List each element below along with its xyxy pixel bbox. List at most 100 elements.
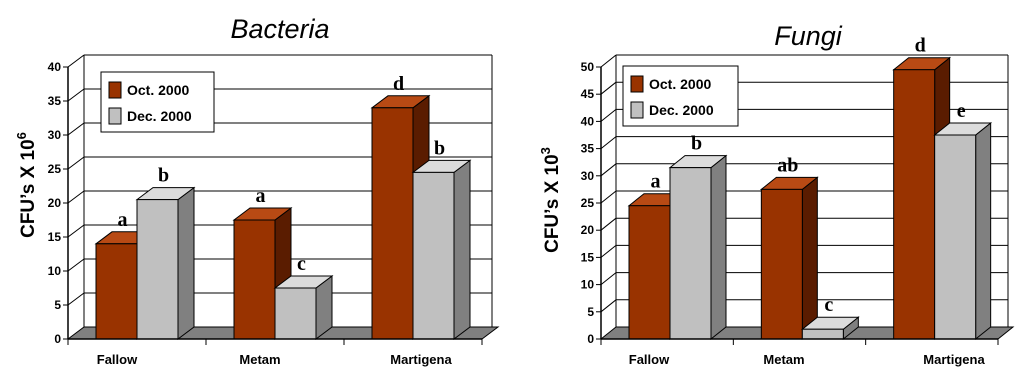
bar-martigena-dec <box>411 159 472 340</box>
bar-front <box>233 219 276 340</box>
y-axis-label-exponent: 3 <box>538 147 553 154</box>
significance-label: e <box>957 100 966 122</box>
y-tick-label: 40 <box>48 60 62 74</box>
legend-label: Dec. 2000 <box>649 102 714 118</box>
bar-front <box>371 107 414 340</box>
y-axis-label: CFU’s X 103 <box>538 147 563 253</box>
y-tick-label: 30 <box>48 128 62 142</box>
significance-label: c <box>297 253 306 275</box>
significance-label: d <box>915 35 926 57</box>
legend: Oct. 2000 Dec. 2000 <box>100 71 215 133</box>
gridline-side <box>600 245 617 258</box>
y-tick-label: 10 <box>48 264 62 278</box>
significance-label: b <box>691 133 702 155</box>
significance-label: b <box>158 165 169 187</box>
bar-front <box>893 69 936 340</box>
x-category-label: Metam <box>763 352 804 367</box>
x-category-label: Martigena <box>923 352 985 367</box>
legend-label: Dec. 2000 <box>127 108 192 124</box>
y-tick-label: 5 <box>587 305 594 319</box>
gridline-side <box>600 136 617 149</box>
y-axis-label-text: CFU’s X 10 <box>542 154 563 253</box>
bar-front <box>136 199 179 340</box>
y-tick-label: 30 <box>581 169 595 183</box>
significance-label: a <box>118 209 128 231</box>
gridline-side <box>67 156 85 170</box>
bar-side <box>710 154 727 341</box>
significance-label: b <box>434 137 445 159</box>
significance-label: a <box>651 171 661 193</box>
bar-front <box>669 167 712 340</box>
legend-swatch <box>630 101 644 119</box>
bar-fallow-dec <box>668 154 728 341</box>
gridline-side <box>67 190 85 204</box>
bar-metam-oct <box>232 207 293 340</box>
significance-label: d <box>393 73 404 95</box>
bacteria-chart: Bacteria CFU’s X 106 0 5 10 15 20 25 30 35 40 a b Fal… <box>14 14 500 367</box>
gridline-side <box>600 217 617 231</box>
bar-metam-dec <box>273 275 334 340</box>
bar-front <box>760 188 803 340</box>
bar-martigena-dec <box>933 121 993 341</box>
bar-metam-oct <box>759 176 819 341</box>
bar-front <box>274 287 317 340</box>
y-tick-label: 25 <box>48 162 62 176</box>
y-tick-label: 20 <box>48 196 62 210</box>
legend-swatch <box>108 107 122 125</box>
gridline-side <box>600 163 617 177</box>
x-category-label: Fallow <box>629 352 670 367</box>
bar-front <box>412 171 455 340</box>
y-tick-label: 15 <box>581 250 595 264</box>
gridline-side <box>67 88 85 102</box>
y-tick-label: 5 <box>54 298 61 312</box>
bar-side <box>177 186 195 340</box>
gridline-side <box>67 258 85 272</box>
y-tick-label: 25 <box>581 196 595 210</box>
gridline-side <box>67 54 85 68</box>
legend-swatch <box>630 75 644 93</box>
bar-front <box>934 134 977 340</box>
y-axis-label: CFU’s X 106 <box>14 132 39 238</box>
y-tick-label: 35 <box>48 94 62 108</box>
y-tick-label: 20 <box>581 223 595 237</box>
legend: Oct. 2000 Dec. 2000 <box>622 65 739 127</box>
significance-label: a <box>256 185 266 207</box>
gridline-side <box>600 54 617 68</box>
chart-title: Fungi <box>774 21 843 51</box>
gridline-side <box>67 224 85 238</box>
x-category-label: Martigena <box>390 352 452 367</box>
legend-swatch <box>108 81 122 99</box>
gridline-side <box>600 109 617 122</box>
bar-fallow-dec <box>135 186 196 340</box>
y-tick-label: 35 <box>581 142 595 156</box>
y-tick-label: 10 <box>581 278 595 292</box>
y-tick-label: 50 <box>581 60 595 74</box>
significance-label: ab <box>777 154 798 176</box>
bar-side <box>453 159 471 340</box>
bar-front <box>801 328 844 340</box>
gridline-side <box>600 299 617 313</box>
bar-metam-dec <box>800 316 860 341</box>
gridline-side <box>600 190 617 204</box>
legend-label: Oct. 2000 <box>649 76 711 92</box>
x-category-label: Metam <box>239 352 280 367</box>
bar-front <box>95 243 138 340</box>
y-tick-label: 0 <box>587 332 594 346</box>
gridline-side <box>600 81 617 95</box>
gridline-side <box>67 122 85 136</box>
y-axis-label-exponent: 6 <box>14 132 29 139</box>
y-tick-label: 45 <box>581 87 595 101</box>
gridline-side <box>67 292 85 306</box>
y-axis-label-text: CFU’s X 10 <box>18 139 39 238</box>
bar-side <box>801 176 818 341</box>
bar-side <box>975 121 992 341</box>
legend-label: Oct. 2000 <box>127 82 189 98</box>
chart-title: Bacteria <box>230 14 329 44</box>
gridline-side <box>600 272 617 285</box>
y-tick-label: 15 <box>48 230 62 244</box>
x-category-label: Fallow <box>97 352 138 367</box>
y-tick-label: 40 <box>581 114 595 128</box>
y-tick-label: 0 <box>54 332 61 346</box>
